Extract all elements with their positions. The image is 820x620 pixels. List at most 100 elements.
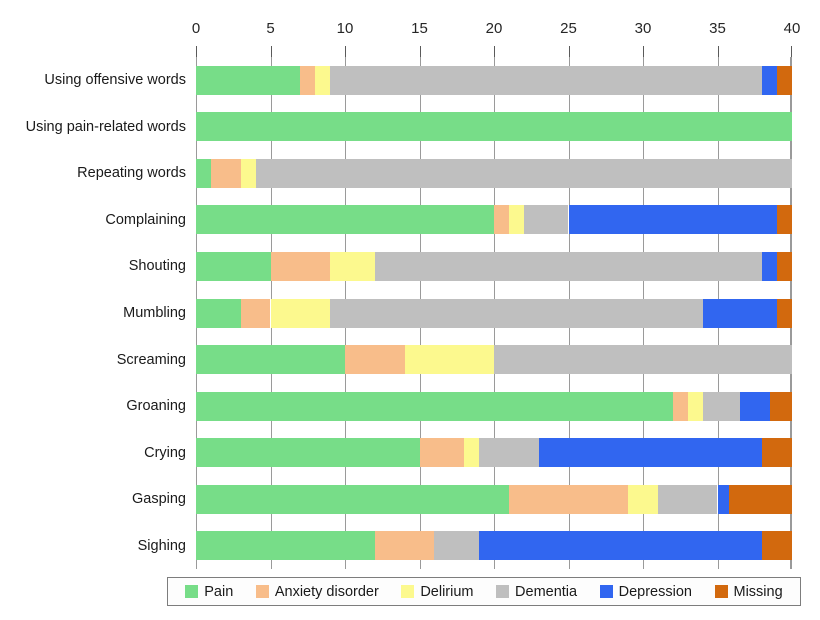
bar-segment [769, 391, 792, 421]
legend-swatch-icon [255, 585, 269, 598]
bar-segment [345, 345, 405, 375]
chart-row: Screaming [117, 345, 792, 375]
stacked-bar [196, 391, 792, 421]
x-axis-tick [717, 46, 719, 57]
chart-row: Using pain-related words [26, 112, 792, 142]
bar-segment [687, 391, 703, 421]
x-axis-tick [494, 46, 495, 57]
y-axis-category-label: Crying [144, 444, 186, 461]
x-axis-tick [196, 46, 197, 57]
y-axis-category-label: Sighing [137, 537, 186, 554]
bar-segment [777, 298, 792, 328]
bar-segment [374, 251, 763, 281]
y-axis-category-label: Using offensive words [44, 72, 186, 89]
chart-row: Mumbling [123, 298, 792, 328]
y-axis-category-label: Groaning [126, 398, 186, 415]
y-axis-category-label: Complaining [105, 211, 186, 228]
x-axis-tick-label: 35 [709, 20, 726, 37]
stacked-bar [196, 484, 792, 514]
y-axis-category-label: Screaming [116, 351, 186, 368]
bar-segment [739, 391, 770, 421]
bar-segment [494, 205, 509, 235]
legend-item[interactable]: Depression [599, 584, 692, 600]
x-axis-tick-label: 0 [191, 20, 201, 37]
chart-row: Repeating words [77, 158, 792, 188]
bar-segment [196, 345, 345, 375]
chart-row: Using offensive words [44, 65, 792, 95]
x-axis-tick-label: 30 [634, 20, 652, 37]
bar-segment [196, 531, 375, 561]
x-axis-tick [643, 46, 644, 57]
bar-segment [196, 438, 420, 468]
x-axis: 0 5 10 15 20 25 30 35 40 [192, 20, 800, 57]
x-axis-tick [270, 46, 272, 57]
bar-segment [762, 531, 792, 561]
legend-item[interactable]: Pain [185, 584, 233, 600]
legend-label: Pain [204, 583, 234, 600]
chart-row: Shouting [129, 251, 792, 281]
y-axis-category-label: Shouting [128, 258, 186, 275]
y-axis-category-label: Repeating words [77, 165, 186, 182]
bar-segment [330, 298, 703, 328]
stacked-bar [196, 251, 792, 281]
bar-segment [479, 438, 539, 468]
bar-segment [672, 391, 688, 421]
bar-segment [196, 391, 673, 421]
legend-swatch-icon [599, 585, 613, 598]
bar-segment [777, 251, 792, 281]
bar-segment [196, 65, 301, 95]
bar-segment [523, 205, 569, 235]
x-axis-tick [568, 46, 570, 57]
legend-swatch-icon [185, 585, 199, 598]
legend-swatch-icon [401, 585, 415, 598]
stacked-bar [196, 345, 792, 375]
x-axis-tick-label: 10 [336, 20, 354, 37]
stacked-bar [196, 158, 792, 188]
stacked-bar [196, 112, 792, 142]
bar-segment [777, 65, 792, 95]
legend-item[interactable]: Delirium [401, 583, 474, 600]
bar-segment [464, 438, 480, 468]
bar-segment [657, 484, 718, 514]
y-axis-category-label: Mumbling [123, 305, 186, 321]
legend-swatch-icon [496, 585, 510, 598]
stacked-bar [196, 298, 792, 328]
bar-segment [196, 158, 211, 188]
legend-label: Anxiety disorder [274, 583, 379, 600]
chart-row: Groaning [126, 391, 792, 421]
x-axis-tick [345, 46, 346, 57]
x-axis-tick [419, 46, 421, 57]
bar-segment [702, 298, 778, 328]
bar-segment [240, 158, 256, 188]
x-axis-tick-label: 25 [560, 20, 577, 37]
chart-row: Gasping [132, 484, 792, 514]
legend-item[interactable]: Anxiety disorder [255, 583, 379, 600]
bar-segment [196, 484, 509, 514]
legend-label: Dementia [515, 583, 578, 600]
bar-segment [508, 205, 524, 235]
bar-segment [762, 65, 778, 95]
bar-segment [762, 438, 792, 468]
x-axis-tick-label: 20 [485, 20, 503, 37]
legend-item[interactable]: Dementia [496, 584, 577, 600]
chart-legend: Pain Anxiety disorder Delirium Dementia Depr… [167, 577, 801, 606]
bar-segment [330, 65, 763, 95]
bar-segment [404, 345, 494, 375]
plot-area: Using offensive words Using pain-related … [26, 57, 792, 569]
bar-segment [240, 298, 271, 328]
bar-segment [300, 65, 316, 95]
x-axis-tick-label: 5 [266, 20, 275, 37]
bar-segment [538, 438, 763, 468]
bar-segment [494, 345, 792, 375]
bar-segment [729, 484, 792, 514]
stacked-bar [196, 205, 792, 235]
bar-segment [374, 531, 435, 561]
stacked-bar [196, 438, 792, 468]
bar-segment [628, 484, 658, 514]
bar-segment [315, 65, 331, 95]
y-axis-category-label: Using pain-related words [25, 118, 186, 135]
x-axis-tick-label: 40 [783, 20, 801, 37]
legend-item[interactable]: Missing [714, 584, 783, 600]
legend-label: Delirium [420, 583, 474, 600]
